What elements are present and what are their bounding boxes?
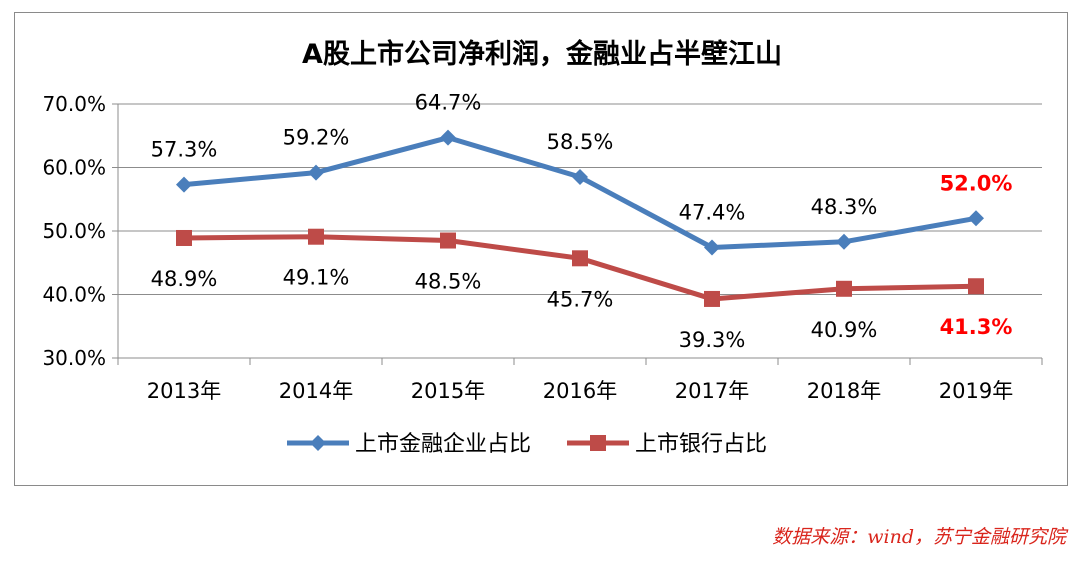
x-tick-label: 2015年 <box>411 379 485 403</box>
legend-marker-diamond <box>310 435 326 451</box>
data-label: 41.3% <box>940 315 1013 339</box>
y-tick-label: 60.0% <box>42 156 106 180</box>
data-label: 64.7% <box>415 91 482 115</box>
data-point-diamond <box>440 129 456 146</box>
data-point-diamond <box>968 210 984 227</box>
data-point-square <box>572 250 588 267</box>
data-label: 59.2% <box>283 126 350 150</box>
axes: 30.0% 40.0% 50.0% 60.0% 70.0% 2013年 2014年 2015年… <box>42 92 1043 403</box>
chart-title: A股上市公司净利润，金融业占半壁江山 <box>302 38 782 70</box>
data-point-square <box>704 290 720 307</box>
data-point-diamond <box>836 233 852 250</box>
legend-label: 上市金融企业占比 <box>355 432 531 457</box>
legend-label: 上市银行占比 <box>635 432 767 457</box>
data-label: 40.9% <box>811 318 878 342</box>
data-point-diamond <box>308 164 324 181</box>
data-label: 49.1% <box>283 266 350 290</box>
x-tick-label: 2019年 <box>939 379 1013 403</box>
y-tick-label: 70.0% <box>42 92 106 116</box>
data-point-diamond <box>572 169 588 186</box>
data-point-square <box>968 278 984 295</box>
x-tick-label: 2017年 <box>675 379 749 403</box>
x-tick-label: 2014年 <box>279 379 353 403</box>
chart-frame: A股上市公司净利润，金融业占半壁江山 30.0% 40.0% 50.0% 60.0% 7… <box>14 12 1068 486</box>
x-tick-label: 2013年 <box>147 379 221 403</box>
data-label: 58.5% <box>547 130 614 154</box>
legend-marker-square <box>590 435 606 451</box>
data-point-diamond <box>176 176 192 193</box>
data-labels: 57.3% 59.2% 64.7% 58.5% 47.4% 48.3% 52.0% 48.9%… <box>151 91 1013 352</box>
data-point-square <box>176 229 192 246</box>
data-label: 39.3% <box>679 328 746 352</box>
data-label: 48.9% <box>151 267 218 291</box>
data-label: 57.3% <box>151 138 218 162</box>
source-note: 数据来源：wind，苏宁金融研究院 <box>772 526 1066 548</box>
data-label: 45.7% <box>547 287 614 311</box>
data-label: 52.0% <box>940 171 1013 195</box>
legend: 上市金融企业占比 上市银行占比 <box>287 432 767 457</box>
series-layer <box>176 129 984 307</box>
data-point-diamond <box>704 239 720 256</box>
line-chart: A股上市公司净利润，金融业占半壁江山 30.0% 40.0% 50.0% 60.0% 7… <box>42 38 1043 457</box>
data-label: 48.3% <box>811 195 878 219</box>
y-tick-label: 40.0% <box>42 283 106 307</box>
x-tick-label: 2016年 <box>543 379 617 403</box>
data-point-square <box>836 280 852 297</box>
x-tick-label: 2018年 <box>807 379 881 403</box>
data-point-square <box>308 228 324 245</box>
data-label: 48.5% <box>415 270 482 294</box>
gridlines <box>118 103 1042 359</box>
data-point-square <box>440 232 456 249</box>
data-label: 47.4% <box>679 201 746 225</box>
y-tick-label: 30.0% <box>42 346 106 370</box>
y-tick-label: 50.0% <box>42 219 106 243</box>
